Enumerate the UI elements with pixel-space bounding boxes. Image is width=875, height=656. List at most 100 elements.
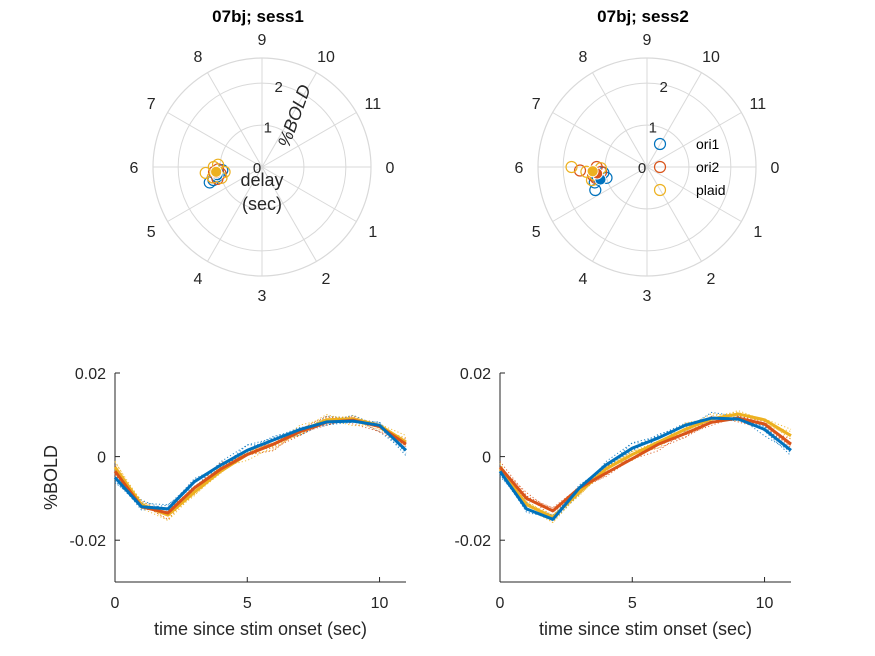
x-tick-label: 10 (371, 595, 389, 612)
polar-mean-plaid (586, 165, 599, 178)
polar-radius-label: 1 (264, 120, 272, 137)
series-line-ori1 (498, 416, 792, 521)
polar-spoke-11 (261, 112, 357, 168)
polar-angle-label: 0 (386, 160, 395, 177)
polar-plot-sess2: 07bj; sess2 0 1 2 3 4 5 6 7 8 9 10 11 0 1 2 ori1 ori2 pla… (515, 7, 780, 305)
polar-title-sess2: 07bj; sess2 (597, 7, 689, 26)
run-trace-ori2 (499, 413, 792, 509)
polar-angle-label: 3 (643, 288, 652, 305)
x-tick-label: 0 (496, 595, 505, 612)
polar-spoke-1 (646, 166, 742, 222)
polar-angle-label: 1 (753, 224, 762, 241)
polar-plot-sess1: 07bj; sess1 01234567891011012%BOLDdelay(… (130, 7, 395, 305)
polar-angle-label: 5 (147, 224, 156, 241)
legend-label-plaid: plaid (696, 182, 726, 198)
run-trace-ori1 (499, 419, 792, 519)
run-trace-plaid (114, 413, 407, 522)
polar-angle-label: 11 (365, 96, 382, 113)
x-axis-label: time since stim onset (sec) (539, 619, 752, 639)
y-tick-label: 0.02 (460, 366, 491, 383)
polar-spoke-7 (552, 112, 648, 168)
y-axis-label: %BOLD (41, 445, 61, 510)
x-tick-label: 5 (628, 595, 637, 612)
run-trace-ori2 (499, 415, 792, 513)
polar-angle-label: 2 (707, 271, 716, 288)
polar-radius-label: 0 (253, 160, 261, 177)
run-trace-ori1 (499, 411, 792, 522)
run-trace-ori1 (114, 414, 407, 506)
run-trace-ori2 (114, 415, 407, 511)
run-trace-ori2 (114, 417, 407, 511)
polar-point-ori2 (573, 164, 587, 177)
run-trace-ori1 (499, 416, 792, 517)
polar-angle-label: 5 (532, 224, 541, 241)
series-line-ori2 (498, 416, 792, 513)
polar-angle-label: 4 (579, 271, 588, 288)
polar-spoke-2 (646, 166, 702, 262)
polar-point-plaid (565, 160, 578, 174)
polar-angle-label: 9 (258, 32, 267, 49)
x-axis-label: time since stim onset (sec) (154, 619, 367, 639)
run-trace-ori2 (114, 416, 407, 515)
run-trace-plaid (499, 410, 792, 516)
polar-spoke-2 (261, 166, 317, 262)
polar-radius-label: 1 (649, 120, 657, 137)
run-trace-ori1 (114, 418, 407, 509)
run-trace-plaid (114, 418, 407, 521)
y-tick-label: -0.02 (455, 533, 492, 550)
polar-angle-label: 4 (194, 271, 203, 288)
polar-center-label: (sec) (242, 194, 282, 214)
polar-title-sess1: 07bj; sess1 (212, 7, 304, 26)
polar-angle-label: 8 (194, 49, 203, 66)
polar-angle-label: 0 (771, 160, 780, 177)
run-trace-plaid (114, 415, 407, 514)
series-line-ori2 (113, 418, 407, 515)
polar-angle-label: 10 (317, 49, 335, 66)
polar-angle-label: 7 (532, 96, 541, 113)
polar-radius-label: 0 (638, 160, 646, 177)
polar-mean-plaid (210, 165, 223, 178)
run-trace-plaid (114, 416, 407, 517)
series-line-plaid (113, 417, 407, 517)
polar-angle-label: 10 (702, 49, 720, 66)
polar-radius-label: 2 (275, 79, 283, 96)
legend-marker-plaid (653, 183, 667, 197)
run-trace-ori1 (499, 412, 792, 516)
polar-spoke-8 (592, 72, 648, 168)
polar-angle-label: 6 (130, 160, 139, 177)
run-trace-ori2 (499, 415, 792, 518)
polar-angle-label: 7 (147, 96, 156, 113)
polar-spoke-5 (167, 166, 263, 222)
line-plot-sess1: 0 5 10 0.02 0 -0.02 time since stim onset (sec… (41, 366, 408, 639)
polar-spoke-4 (592, 166, 648, 262)
y-tick-label: 0 (97, 450, 106, 467)
polar-center-label: delay (240, 170, 283, 190)
polar-angle-label: 6 (515, 160, 524, 177)
y-tick-label: 0 (482, 450, 491, 467)
polar-spoke-5 (552, 166, 648, 222)
polar-spoke-7 (167, 112, 263, 168)
run-trace-ori2 (114, 415, 407, 521)
run-trace-plaid (499, 411, 792, 519)
polar-angle-label: 1 (368, 224, 377, 241)
polar-angle-label: 2 (322, 271, 331, 288)
polar-angle-label: 11 (750, 96, 767, 113)
line-plot-sess2: 0 5 10 0.02 0 -0.02 time since stim onset (sec… (455, 366, 792, 639)
series-line-ori1 (113, 419, 408, 511)
polar-radius-label: 2 (660, 79, 668, 96)
polar-angle-label: 9 (643, 32, 652, 49)
legend-label-ori1: ori1 (696, 136, 720, 152)
y-tick-label: 0.02 (75, 366, 106, 383)
polar-spoke-10 (261, 72, 317, 168)
run-trace-ori1 (114, 421, 407, 511)
series-line-plaid (498, 412, 792, 519)
x-tick-label: 0 (111, 595, 120, 612)
legend-marker-ori2 (653, 160, 667, 174)
polar-spoke-1 (261, 166, 357, 222)
legend-marker-ori1 (653, 137, 667, 151)
x-tick-label: 10 (756, 595, 774, 612)
y-tick-label: -0.02 (70, 533, 107, 550)
run-trace-ori1 (114, 415, 407, 512)
polar-angle-label: 8 (579, 49, 588, 66)
